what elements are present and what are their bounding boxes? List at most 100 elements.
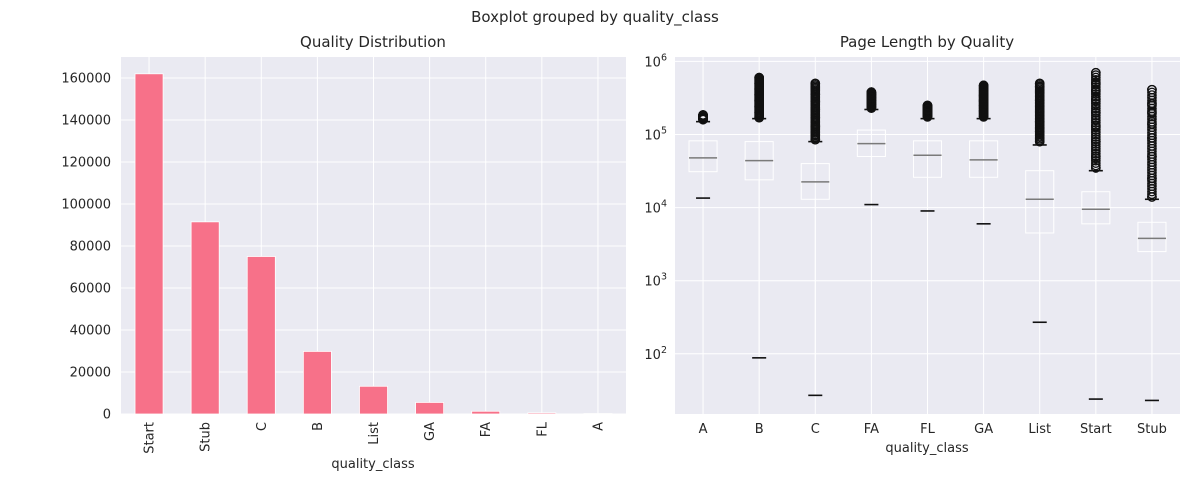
outlier-point (978, 111, 989, 122)
outlier-point (1090, 162, 1101, 173)
outlier-point (754, 101, 765, 112)
outlier-point (1147, 133, 1157, 143)
boxplot-x-tick-labels: A B C FA FL GA List Start Stub (699, 422, 1167, 437)
boxplot-x-axis-label: quality_class (885, 441, 968, 456)
boxplot-title: Page Length by Quality (840, 33, 1014, 51)
outlier-point (978, 90, 989, 101)
outlier-point (1147, 192, 1157, 202)
outlier-point (810, 78, 821, 89)
bar-chart-x-tick-label: Stub (199, 422, 214, 452)
outlier-point (922, 100, 933, 111)
boxplot-x-tick-label: Start (1080, 422, 1112, 437)
outlier-point (978, 100, 989, 111)
boxplot-x-tick-label: FL (920, 422, 935, 437)
box-b (744, 72, 774, 359)
bar-chart-y-tick-label: 0 (103, 408, 111, 423)
outlier-point (978, 95, 989, 106)
outlier-point (1090, 121, 1101, 132)
outlier-point (1034, 81, 1045, 92)
outlier-point (754, 78, 765, 89)
boxplot-panel: 102 103 104 105 106 A B C FA FL GA List Start Stub P… (644, 33, 1180, 456)
outlier-point (1147, 87, 1157, 98)
bar-chart-y-tick-label: 140000 (61, 114, 111, 129)
bar-chart-y-tick-label: 160000 (61, 72, 111, 87)
iqr-box (1025, 170, 1055, 234)
bar-chart-x-tick-label: FA (479, 422, 494, 437)
bar-start (134, 73, 164, 415)
outlier-point (1034, 126, 1045, 137)
bar-chart-x-tick-label: B (311, 422, 326, 431)
bar-chart-y-tick-label: 120000 (61, 156, 111, 171)
outlier-point (1147, 90, 1157, 100)
boxplot-x-tick-label: B (755, 422, 764, 437)
boxplot-y-tick-labels: 102 103 104 105 106 (644, 52, 667, 362)
boxplot-x-tick-label: A (699, 422, 708, 437)
outlier-point (1147, 84, 1157, 95)
outlier-point (1034, 106, 1045, 116)
outlier-point (922, 104, 933, 115)
outlier-point (754, 112, 765, 123)
bar-list (359, 385, 388, 415)
bar-chart-x-tick-label: FL (535, 421, 550, 436)
outlier-point (978, 106, 989, 116)
outlier-point (1090, 151, 1101, 162)
outlier-point (1034, 78, 1045, 89)
box-fl (912, 100, 943, 212)
outlier-point (1090, 67, 1101, 78)
outlier-point (1147, 99, 1157, 110)
bar-ga (415, 402, 445, 415)
outlier-point (866, 92, 877, 103)
outlier-point (754, 95, 765, 106)
bar-b (302, 351, 332, 415)
bar-chart-y-tick-label: 80000 (70, 240, 111, 255)
outlier-point (754, 89, 765, 100)
outlier-point (754, 72, 765, 83)
box-start (1081, 67, 1111, 400)
bar-chart-x-tick-label: Start (143, 422, 158, 454)
outlier-point (1147, 173, 1157, 184)
boxplot-x-tick-label: GA (974, 422, 993, 437)
bar-chart-x-tick-label: GA (423, 422, 438, 441)
outlier-point (1090, 136, 1101, 147)
boxplot-x-tick-label: Stub (1137, 422, 1167, 437)
box-a (688, 110, 718, 199)
bar-chart-x-tick-label: List (367, 422, 382, 445)
outlier-point (1090, 107, 1101, 118)
boxplot-y-tick-label: 104 (644, 199, 667, 217)
outlier-point (866, 99, 877, 110)
bar-chart-panel: 0 20000 40000 60000 80000 100000 120000 140000 1… (61, 33, 626, 472)
boxplot-x-tick-label: FA (864, 422, 879, 437)
bar-chart-title: Quality Distribution (300, 33, 446, 51)
outlier-point (1147, 118, 1157, 129)
bar-fa (471, 410, 501, 415)
iqr-box (1081, 191, 1111, 225)
bar-chart-y-tick-labels: 0 20000 40000 60000 80000 100000 120000 140000 1… (61, 72, 111, 423)
boxplot-y-tick-label: 105 (644, 126, 667, 144)
bar-chart-x-tick-label: A (591, 422, 606, 431)
bar-c (246, 256, 276, 415)
bar-chart-y-tick-label: 100000 (61, 198, 111, 213)
outlier-point (1090, 85, 1101, 96)
bar-chart-bars (134, 73, 613, 415)
outlier-point (698, 110, 708, 120)
bar-chart-y-tick-label: 20000 (70, 366, 111, 381)
figure-suptitle: Boxplot grouped by quality_class (471, 8, 719, 27)
outlier-point (754, 107, 765, 118)
outlier-point (1147, 151, 1157, 162)
outlier-point (1034, 136, 1045, 147)
boxplot-y-tick-label: 102 (644, 345, 667, 363)
bar-chart-x-tick-labels: Start Stub C B List GA FA FL A (143, 421, 607, 454)
boxplot-y-tick-label: 103 (644, 272, 667, 290)
boxplot-boxes (688, 67, 1167, 402)
iqr-box (912, 140, 943, 178)
box-stub (1137, 84, 1167, 402)
outlier-point (866, 103, 877, 113)
iqr-box (969, 140, 999, 178)
outlier-point (978, 80, 989, 91)
bar-stub (190, 221, 220, 415)
outlier-point (1090, 94, 1101, 105)
bar-chart-y-tick-label: 60000 (70, 282, 111, 297)
outlier-point (1090, 78, 1101, 89)
bar-chart-x-axis-label: quality_class (331, 457, 414, 472)
bar-chart-x-tick-label: C (255, 422, 270, 431)
